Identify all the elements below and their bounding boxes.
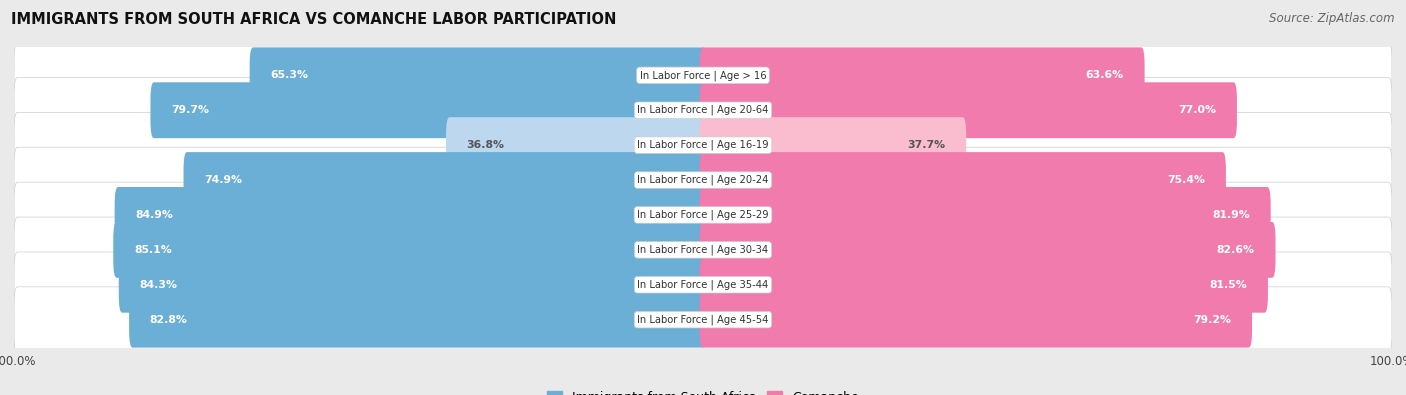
FancyBboxPatch shape [700,152,1226,208]
Text: In Labor Force | Age 45-54: In Labor Force | Age 45-54 [637,314,769,325]
Text: 63.6%: 63.6% [1085,70,1123,80]
FancyBboxPatch shape [150,82,706,138]
Text: In Labor Force | Age 20-64: In Labor Force | Age 20-64 [637,105,769,115]
FancyBboxPatch shape [115,187,706,243]
Text: In Labor Force | Age 20-24: In Labor Force | Age 20-24 [637,175,769,185]
Legend: Immigrants from South Africa, Comanche: Immigrants from South Africa, Comanche [544,387,862,395]
FancyBboxPatch shape [118,257,706,313]
Text: In Labor Force | Age > 16: In Labor Force | Age > 16 [640,70,766,81]
FancyBboxPatch shape [14,217,1392,283]
Text: In Labor Force | Age 16-19: In Labor Force | Age 16-19 [637,140,769,150]
FancyBboxPatch shape [14,147,1392,213]
FancyBboxPatch shape [14,252,1392,318]
Text: 81.5%: 81.5% [1209,280,1247,290]
Text: Source: ZipAtlas.com: Source: ZipAtlas.com [1270,12,1395,25]
Text: 77.0%: 77.0% [1178,105,1216,115]
Text: 82.8%: 82.8% [150,315,187,325]
FancyBboxPatch shape [14,287,1392,352]
FancyBboxPatch shape [14,77,1392,143]
Text: 81.9%: 81.9% [1212,210,1250,220]
FancyBboxPatch shape [114,222,706,278]
FancyBboxPatch shape [184,152,706,208]
FancyBboxPatch shape [700,117,966,173]
Text: In Labor Force | Age 25-29: In Labor Force | Age 25-29 [637,210,769,220]
Text: 65.3%: 65.3% [270,70,308,80]
Text: IMMIGRANTS FROM SOUTH AFRICA VS COMANCHE LABOR PARTICIPATION: IMMIGRANTS FROM SOUTH AFRICA VS COMANCHE… [11,12,617,27]
Text: 79.7%: 79.7% [172,105,209,115]
Text: 79.2%: 79.2% [1194,315,1232,325]
FancyBboxPatch shape [14,182,1392,248]
FancyBboxPatch shape [700,47,1144,103]
Text: 36.8%: 36.8% [467,140,505,150]
FancyBboxPatch shape [446,117,706,173]
FancyBboxPatch shape [700,187,1271,243]
Text: 85.1%: 85.1% [134,245,172,255]
Text: 84.3%: 84.3% [139,280,177,290]
FancyBboxPatch shape [700,222,1275,278]
FancyBboxPatch shape [14,43,1392,108]
FancyBboxPatch shape [700,82,1237,138]
Text: 75.4%: 75.4% [1167,175,1205,185]
Text: In Labor Force | Age 35-44: In Labor Force | Age 35-44 [637,280,769,290]
Text: 74.9%: 74.9% [204,175,242,185]
FancyBboxPatch shape [700,292,1253,348]
Text: 37.7%: 37.7% [907,140,945,150]
Text: In Labor Force | Age 30-34: In Labor Force | Age 30-34 [637,245,769,255]
Text: 82.6%: 82.6% [1216,245,1254,255]
FancyBboxPatch shape [700,257,1268,313]
Text: 84.9%: 84.9% [135,210,173,220]
FancyBboxPatch shape [250,47,706,103]
FancyBboxPatch shape [14,112,1392,178]
FancyBboxPatch shape [129,292,706,348]
